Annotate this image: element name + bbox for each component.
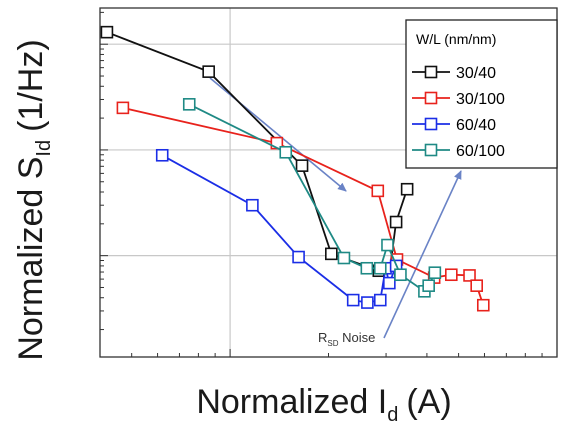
y-axis-title-subscript: Id [33,140,55,157]
x-axis-title-subscript: d [387,404,398,426]
annotation-rsd-noise: RSD Noise [318,330,375,348]
x-axis-title-main: Normalized I [196,383,387,421]
data-point-marker [389,215,403,229]
data-point-marker [381,238,394,252]
annotation-suffix: Noise [339,330,376,345]
data-point-marker [295,159,309,172]
data-point-marker [470,279,483,292]
data-point-marker [361,296,374,309]
legend-label: 60/40 [456,117,496,134]
legend: W/L (nm/nm) 30/40 30/100 60/40 60/100 [405,19,558,169]
data-point-marker [400,182,414,196]
data-point-marker [373,293,387,307]
annotation-main: R [318,330,327,345]
data-point-marker [246,198,259,212]
data-point-marker [360,261,374,275]
data-point-marker [371,184,385,198]
data-point-marker [463,269,476,282]
axis-ticks [99,11,558,357]
data-point-marker [182,98,196,111]
data-point-marker [346,293,360,307]
y-axis-title-main: Normalized S [12,157,50,361]
legend-marker [424,91,438,105]
data-point-marker [422,279,435,292]
x-axis-title: Normalized Id (A) [196,383,451,426]
data-point-marker [292,250,305,264]
data-point-marker [337,251,351,265]
y-axis-title: Normalized SId (1/Hz) [12,39,55,360]
legend-label: 30/40 [456,65,496,82]
data-point-marker [116,101,130,115]
legend-items: 30/40 30/100 60/40 60/100 [412,65,505,160]
data-point-marker [373,261,387,275]
data-point-marker [428,266,442,279]
trend-arrow-increasing [383,170,462,339]
legend-item: 30/100 [412,91,505,108]
annotation-subscript: SD [327,339,338,348]
legend-marker [424,143,438,157]
series-60-40 [155,148,403,309]
legend-item: 30/40 [412,65,496,82]
series-60-100 [182,98,442,298]
series-line [106,31,408,275]
data-point-marker [383,276,396,290]
legend-label: 30/100 [456,91,505,108]
series-30-40 [100,25,414,280]
data-point-marker [155,148,169,162]
y-axis-title-unit: (1/Hz) [12,39,50,132]
legend-item: 60/40 [412,117,496,134]
data-point-marker [202,65,215,78]
x-axis-title-unit: (A) [406,383,451,421]
legend-label: 60/100 [456,143,505,160]
data-point-marker [325,247,338,261]
legend-marker [424,65,438,79]
series-group [100,25,490,312]
data-point-marker [100,25,114,39]
legend-item: 60/100 [412,143,505,160]
data-point-marker [279,145,293,159]
legend-marker [424,117,438,131]
legend-title: W/L (nm/nm) [416,31,496,47]
data-point-marker [445,268,458,282]
series-line [161,154,397,304]
data-point-marker [394,268,407,282]
data-point-marker [476,298,490,312]
